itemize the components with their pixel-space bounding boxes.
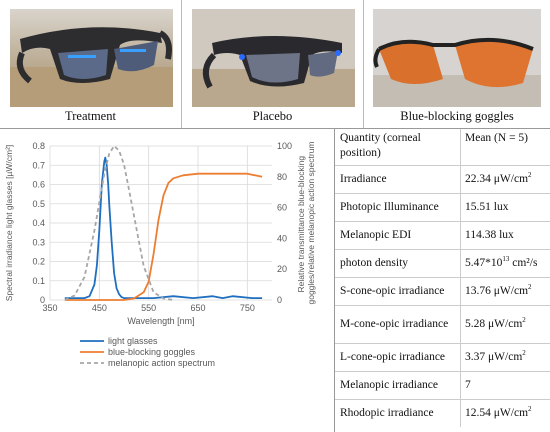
photo-caption-blue-blocking: Blue-blocking goggles xyxy=(400,109,514,123)
row-quantity: S-cone-opic irradiance xyxy=(335,277,461,306)
spectrum-chart: 350 450 550 650 750 0 0.1 0.2 0.3 0.4 0.5 0.6 0.7 0.8… xyxy=(0,129,334,432)
y-left-tick-label: 0.1 xyxy=(32,276,45,286)
column-divider xyxy=(334,129,335,432)
y-left-tick-label: 0.4 xyxy=(32,218,45,228)
x-tick-label: 450 xyxy=(92,303,107,313)
y-left-tick-label: 0.8 xyxy=(32,141,45,151)
treatment-glasses-photo xyxy=(10,9,173,107)
row-mean-value: 12.54 μW/cm2 xyxy=(460,399,550,427)
value-text: 15.51 lux xyxy=(465,200,509,213)
y-right-axis-label: Relative transmittance blue-blocking gog… xyxy=(296,141,316,304)
row-quantity: photon density xyxy=(335,249,461,278)
header-mean: Mean (N = 5) xyxy=(460,129,550,166)
row-quantity: M-cone-opic irradiance xyxy=(335,305,461,344)
table-row: M-cone-opic irradiance 5.28 μW/cm2 xyxy=(335,305,550,344)
y-left-tick-label: 0.2 xyxy=(32,257,45,267)
x-axis-label: Wavelength [nm] xyxy=(127,316,194,326)
y-left-tick-label: 0.7 xyxy=(32,160,45,170)
table-row: photon density 5.47*1013 cm²/s xyxy=(335,249,550,278)
value-superscript: 2 xyxy=(528,170,532,179)
value-superscript: 13 xyxy=(502,254,510,263)
value-text: 114.38 lux xyxy=(465,228,514,241)
row-mean-value: 5.28 μW/cm2 xyxy=(460,305,550,344)
value-text: 5.47*10 xyxy=(465,256,503,269)
legend-label: light glasses xyxy=(108,336,158,346)
y-right-tick-label: 100 xyxy=(277,141,292,151)
photo-panel-treatment: Treatment xyxy=(0,0,182,128)
y-left-axis-label: Spectral irradiance light glasses [µW/cm… xyxy=(4,145,14,302)
row-quantity: Rhodopic irradiance xyxy=(340,406,434,419)
row-quantity: L-cone-opic irradiance xyxy=(335,343,461,372)
blue-blocking-goggles-photo xyxy=(373,9,541,107)
row-mean-value: 15.51 lux xyxy=(460,193,550,222)
y-left-tick-label: 0.3 xyxy=(32,237,45,247)
value-text: 12.54 μW/cm xyxy=(465,406,529,419)
row-mean-value: 114.38 lux xyxy=(460,221,550,250)
y-left-tick-label: 0.6 xyxy=(32,180,45,190)
photo-caption-treatment: Treatment xyxy=(65,109,116,123)
quantity-table-panel: Quantity (corneal position) Mean (N = 5)… xyxy=(335,129,550,432)
y-right-tick-label: 60 xyxy=(277,203,287,213)
header-quantity: Quantity (corneal position) xyxy=(335,129,461,166)
x-tick-label: 650 xyxy=(190,303,205,313)
table-row: L-cone-opic irradiance 3.37 μW/cm2 xyxy=(335,343,550,372)
row-quantity: Irradiance xyxy=(335,165,461,194)
y-left-tick-label: 0 xyxy=(40,295,45,305)
y-right-tick-label: 80 xyxy=(277,172,287,182)
row-mean-value: 5.47*1013 cm²/s xyxy=(460,249,550,278)
value-text: 5.28 μW/cm xyxy=(465,317,523,330)
placebo-glasses-photo xyxy=(192,9,355,107)
series-line-2 xyxy=(64,145,174,301)
value-suffix: cm²/s xyxy=(509,256,538,269)
row-quantity: Melanopic irradiance xyxy=(335,371,461,400)
photo-panel-placebo: Placebo xyxy=(182,0,364,128)
x-tick-label: 750 xyxy=(240,303,255,313)
value-superscript: 2 xyxy=(528,282,532,291)
photo-caption-placebo: Placebo xyxy=(252,109,293,123)
row-mean-value: 13.76 μW/cm2 xyxy=(460,277,550,306)
x-tick-label: 350 xyxy=(42,303,57,313)
x-tick-label: 550 xyxy=(141,303,156,313)
table-row: Rhodopic irradiance 12.54 μW/cm2 xyxy=(335,399,550,427)
row-mean-value: 7 xyxy=(460,371,550,400)
spectrum-chart-svg: 350 450 550 650 750 0 0.1 0.2 0.3 0.4 0.5 0.6 0.7 0.8… xyxy=(4,141,316,368)
value-text: 7 xyxy=(465,378,471,391)
photo-row: Treatment Placebo xyxy=(0,0,550,128)
table-row: Melanopic EDI 114.38 lux xyxy=(335,221,550,250)
value-superscript: 2 xyxy=(522,348,526,357)
row-quantity: Photopic Illuminance xyxy=(335,193,461,222)
row-divider xyxy=(0,128,550,129)
value-superscript: 2 xyxy=(522,315,526,324)
legend-label: blue-blocking goggles xyxy=(108,347,196,357)
series-line-1 xyxy=(64,172,263,301)
y-left-tick-label: 0.5 xyxy=(32,199,45,209)
y-right-tick-label: 20 xyxy=(277,264,287,274)
row-mean-value: 22.34 μW/cm2 xyxy=(460,165,550,194)
table-header-row: Quantity (corneal position) Mean (N = 5) xyxy=(335,129,550,166)
legend-label: melanopic action spectrum xyxy=(108,358,215,368)
row-mean-value: 3.37 μW/cm2 xyxy=(460,343,550,372)
value-text: 22.34 μW/cm xyxy=(465,172,529,185)
value-superscript: 2 xyxy=(528,404,532,413)
table-row: Melanopic irradiance 7 xyxy=(335,371,550,400)
value-text: 3.37 μW/cm xyxy=(465,350,523,363)
value-text: 13.76 μW/cm xyxy=(465,284,529,297)
series-line-0 xyxy=(64,156,263,300)
table-row: Irradiance 22.34 μW/cm2 xyxy=(335,165,550,194)
photo-panel-blue-blocking: Blue-blocking goggles xyxy=(364,0,550,128)
y-right-tick-label: 40 xyxy=(277,233,287,243)
row-quantity: Melanopic EDI xyxy=(335,221,461,250)
table-row: S-cone-opic irradiance 13.76 μW/cm2 xyxy=(335,277,550,306)
quantity-table: Quantity (corneal position) Mean (N = 5)… xyxy=(335,129,550,427)
table-row: Photopic Illuminance 15.51 lux xyxy=(335,193,550,222)
y-right-tick-label: 0 xyxy=(277,295,282,305)
